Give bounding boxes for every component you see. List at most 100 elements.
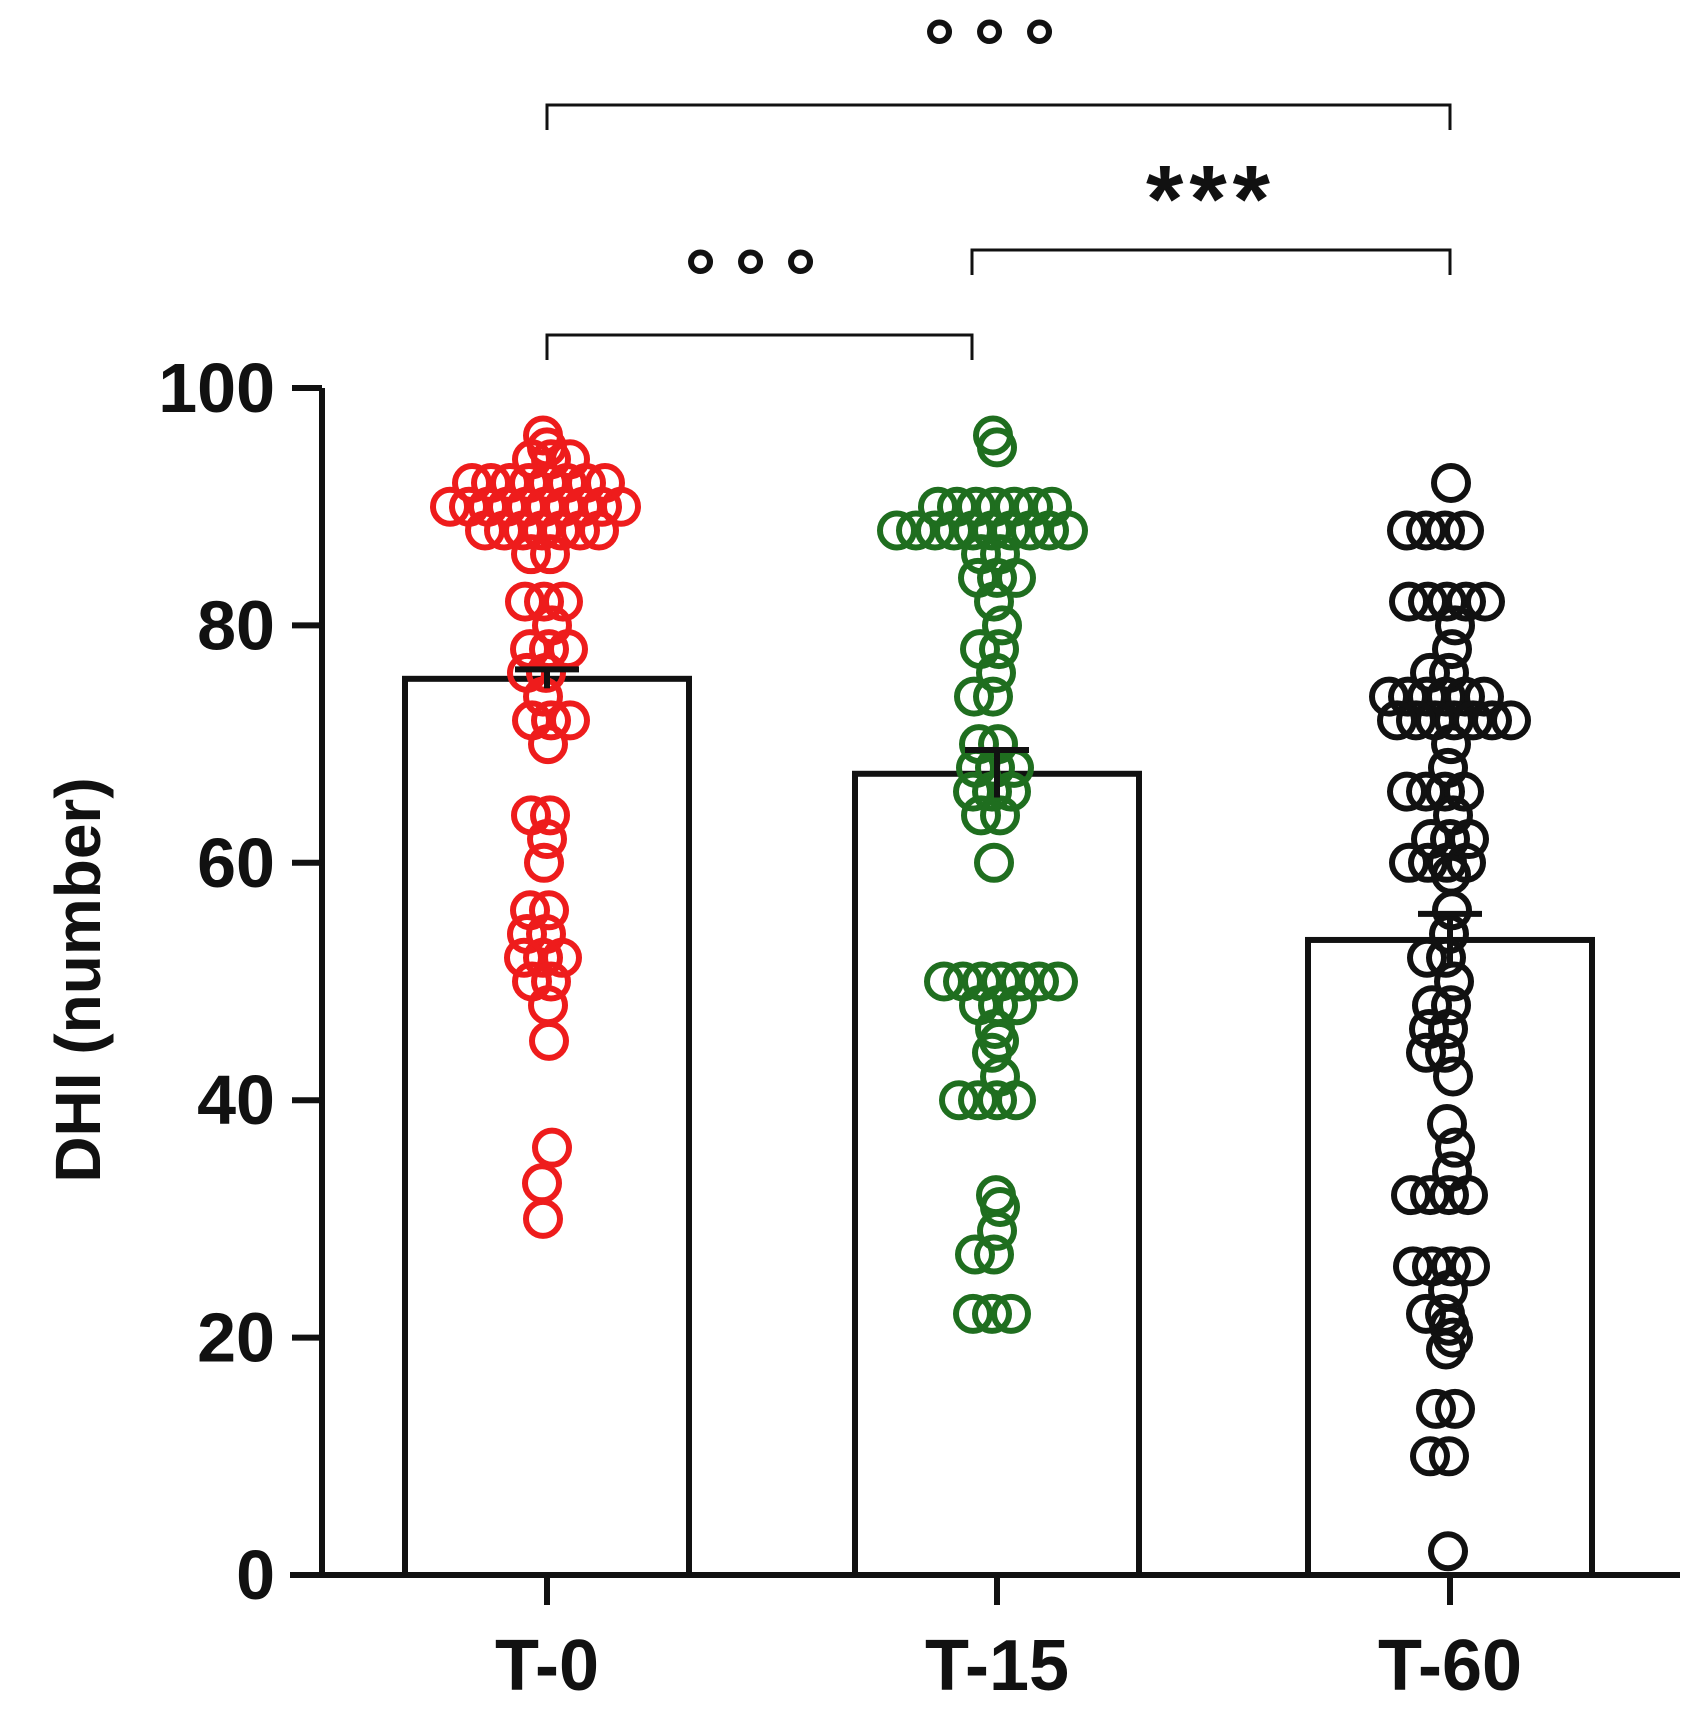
data-point-t-15 bbox=[973, 676, 1013, 717]
bar-t-0 bbox=[402, 675, 692, 1578]
data-point-t-15 bbox=[972, 1293, 1012, 1334]
data-point-t-15 bbox=[974, 1234, 1014, 1275]
significance-layer: °°° *** °°° bbox=[545, 3, 1452, 360]
data-point-t-60 bbox=[1431, 1246, 1471, 1287]
data-point-t-60 bbox=[1449, 819, 1489, 860]
data-point-t-60 bbox=[1427, 1103, 1467, 1144]
data-point-t-15 bbox=[896, 510, 936, 551]
data-point-t-15 bbox=[980, 795, 1020, 836]
data-point-t-60 bbox=[1428, 1008, 1468, 1049]
data-point-t-60 bbox=[1425, 771, 1465, 812]
data-point-t-60 bbox=[1387, 771, 1427, 812]
data-point-t-15 bbox=[955, 1234, 995, 1275]
data-point-t-60 bbox=[1433, 1056, 1473, 1097]
data-point-t-15 bbox=[961, 795, 1001, 836]
x-tick-label-t-60: T-60 bbox=[1378, 1626, 1522, 1706]
data-point-t-0 bbox=[532, 1127, 572, 1168]
data-point-t-60 bbox=[1444, 771, 1484, 812]
data-point-t-60 bbox=[1425, 510, 1465, 551]
data-point-t-0 bbox=[529, 890, 569, 931]
data-point-t-0 bbox=[527, 819, 567, 860]
data-point-t-60 bbox=[1429, 1175, 1469, 1216]
data-point-t-60 bbox=[1464, 676, 1504, 717]
data-point-t-0 bbox=[529, 1020, 569, 1061]
data-point-t-15 bbox=[958, 1080, 998, 1121]
data-point-t-60 bbox=[1428, 1531, 1468, 1572]
data-point-t-0 bbox=[524, 842, 564, 883]
data-point-t-60 bbox=[1389, 842, 1429, 883]
data-point-t-0 bbox=[548, 629, 588, 670]
data-point-t-15 bbox=[918, 486, 958, 527]
data-point-t-15 bbox=[982, 605, 1022, 646]
data-point-t-60 bbox=[1432, 629, 1472, 670]
data-point-t-60 bbox=[1410, 1436, 1450, 1477]
data-point-t-0 bbox=[531, 961, 571, 1002]
data-point-t-60 bbox=[1429, 1436, 1469, 1477]
data-point-t-0 bbox=[543, 581, 583, 622]
significance-label-1: °°° bbox=[685, 233, 835, 322]
data-point-t-60 bbox=[1453, 700, 1493, 741]
data-point-t-60 bbox=[1434, 700, 1474, 741]
data-point-t-15 bbox=[974, 842, 1014, 883]
data-point-t-0 bbox=[550, 439, 590, 480]
data-point-t-60 bbox=[1431, 985, 1471, 1026]
data-point-t-0 bbox=[505, 581, 545, 622]
data-point-t-60 bbox=[1435, 1388, 1475, 1429]
data-point-t-60 bbox=[1472, 700, 1512, 741]
data-point-t-0 bbox=[542, 937, 582, 978]
data-point-t-0 bbox=[527, 427, 567, 468]
error-bars-layer bbox=[515, 666, 1482, 967]
data-point-t-60 bbox=[1465, 581, 1505, 622]
data-point-t-15 bbox=[877, 510, 917, 551]
data-point-t-60 bbox=[1416, 1388, 1456, 1429]
y-tick-label-80: 80 bbox=[197, 586, 275, 664]
data-point-t-0 bbox=[504, 937, 544, 978]
data-point-t-0 bbox=[531, 700, 571, 741]
data-point-t-0 bbox=[509, 462, 549, 503]
data-point-t-0 bbox=[541, 510, 581, 551]
data-point-t-60 bbox=[1406, 771, 1446, 812]
data-point-t-0 bbox=[430, 486, 470, 527]
significance-label-3: °°° bbox=[924, 3, 1074, 92]
data-point-t-60 bbox=[1444, 510, 1484, 551]
data-point-t-15 bbox=[954, 676, 994, 717]
data-point-t-60 bbox=[1426, 937, 1466, 978]
data-point-t-15 bbox=[975, 486, 1015, 527]
data-point-t-60 bbox=[1448, 1175, 1488, 1216]
significance-bracket-3 bbox=[545, 103, 1452, 130]
data-point-t-60 bbox=[1431, 462, 1471, 503]
data-point-t-15 bbox=[977, 1210, 1017, 1251]
data-point-t-0 bbox=[585, 462, 625, 503]
data-point-t-0 bbox=[511, 534, 551, 575]
data-point-t-0 bbox=[560, 510, 600, 551]
data-point-t-60 bbox=[1408, 581, 1448, 622]
data-point-t-15 bbox=[939, 1080, 979, 1121]
x-tick-label-t-0: T-0 bbox=[495, 1626, 599, 1706]
data-point-t-15 bbox=[956, 486, 996, 527]
data-point-t-60 bbox=[1393, 1246, 1433, 1287]
data-point-t-0 bbox=[526, 652, 566, 693]
data-point-t-15 bbox=[924, 961, 964, 1002]
data-point-t-15 bbox=[1032, 486, 1072, 527]
data-point-t-60 bbox=[1369, 676, 1409, 717]
data-point-t-60 bbox=[1406, 1293, 1446, 1334]
data-point-t-60 bbox=[1450, 1246, 1490, 1287]
data-point-t-15 bbox=[996, 1080, 1036, 1121]
data-point-t-15 bbox=[1000, 961, 1040, 1002]
data-point-t-0 bbox=[523, 676, 563, 717]
data-point-t-0 bbox=[579, 510, 619, 551]
data-point-t-60 bbox=[1387, 510, 1427, 551]
data-point-t-60 bbox=[1407, 676, 1447, 717]
data-point-t-60 bbox=[1446, 581, 1486, 622]
data-point-t-0 bbox=[530, 534, 570, 575]
data-point-t-60 bbox=[1408, 842, 1448, 883]
data-point-t-0 bbox=[528, 724, 568, 765]
data-point-t-60 bbox=[1377, 700, 1417, 741]
data-point-t-15 bbox=[974, 581, 1014, 622]
data-point-t-0 bbox=[490, 462, 530, 503]
data-point-t-0 bbox=[503, 510, 543, 551]
data-point-t-60 bbox=[1410, 1175, 1450, 1216]
significance-bracket-2 bbox=[970, 248, 1452, 275]
